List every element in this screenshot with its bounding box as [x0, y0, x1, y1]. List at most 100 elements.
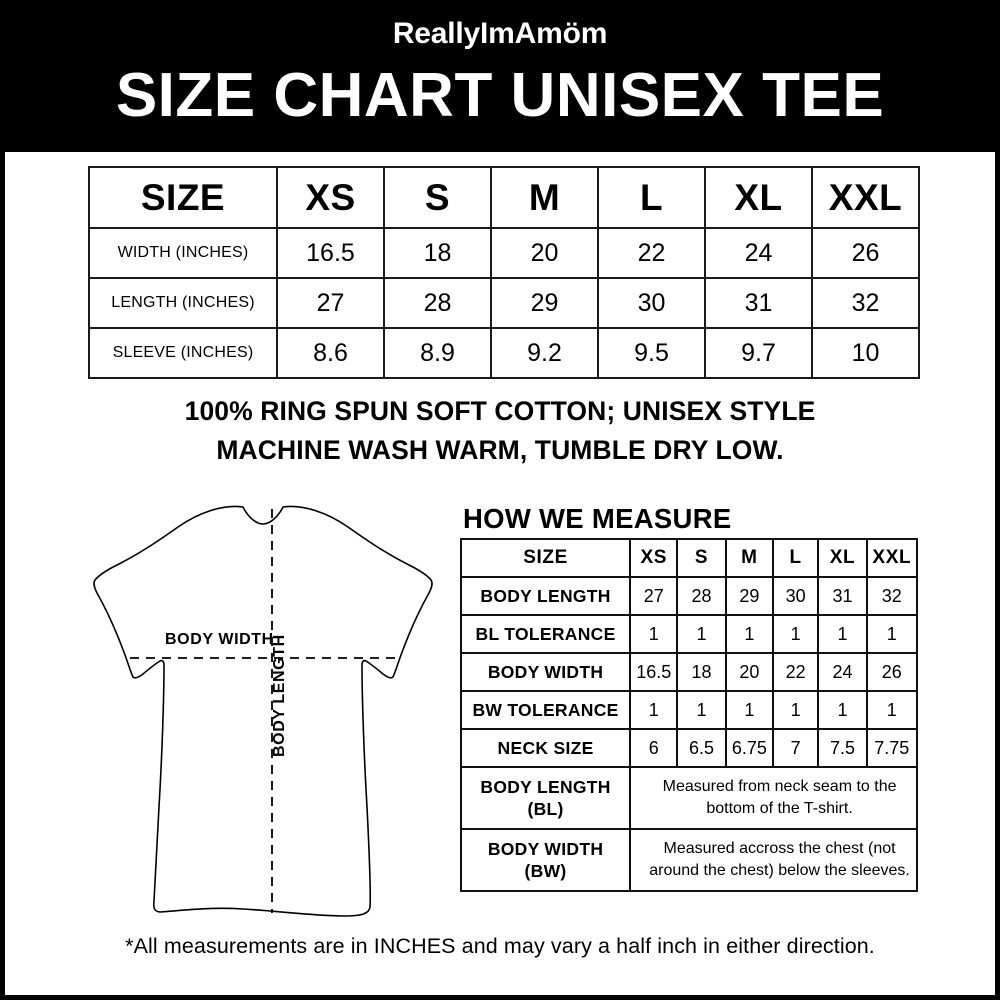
- hwm-bodywidth-l: 22: [772, 652, 820, 692]
- page-title: SIZE CHART UNISEX TEE: [115, 61, 885, 130]
- hwm-bwtol-m: 1: [724, 690, 775, 730]
- table-row: LENGTH (INCHES) 27 28 29 30 31 32: [88, 277, 920, 329]
- hwm-label-bl-tolerance: BL TOLERANCE: [459, 614, 632, 654]
- definition-desc-bw-line1: Measured accross the chest (not: [663, 840, 896, 857]
- hwm-neck-m: 6.75: [724, 728, 775, 768]
- hwm-bodywidth-xxl: 26: [865, 652, 919, 692]
- cell-length-s: 28: [383, 277, 492, 329]
- hwm-bodylength-s: 28: [676, 576, 727, 616]
- hwm-label-bw-tolerance: BW TOLERANCE: [459, 690, 632, 730]
- hwm-bltol-xxl: 1: [865, 614, 919, 654]
- hwm-bltol-xs: 1: [629, 614, 679, 654]
- cell-length-l: 30: [597, 277, 706, 329]
- cell-length-xl: 31: [704, 277, 813, 329]
- hwm-bwtol-xxl: 1: [865, 690, 919, 730]
- cell-sleeve-xxl: 10: [811, 327, 920, 379]
- definition-row-bw: BODY WIDTH (BW) Measured accross the che…: [459, 828, 918, 892]
- cell-width-xs: 16.5: [276, 227, 385, 279]
- hwm-col-xxl: XXL: [865, 538, 919, 578]
- hwm-neck-l: 7: [772, 728, 820, 768]
- cell-sleeve-m: 9.2: [490, 327, 599, 379]
- hwm-bodylength-xs: 27: [629, 576, 679, 616]
- size-table-col-xxl: XXL: [811, 166, 920, 229]
- hwm-label-neck-size: NECK SIZE: [459, 728, 632, 768]
- definition-desc-bw: Measured accross the chest (not around t…: [629, 828, 918, 892]
- hwm-label-body-length: BODY LENGTH: [459, 576, 632, 616]
- cell-width-xxl: 26: [811, 227, 920, 279]
- hwm-bodylength-l: 30: [772, 576, 820, 616]
- cell-sleeve-xl: 9.7: [704, 327, 813, 379]
- cell-width-m: 20: [490, 227, 599, 279]
- definition-term-bw-line1: BODY WIDTH: [487, 839, 604, 859]
- hwm-neck-xs: 6: [629, 728, 679, 768]
- how-we-measure-title: HOW WE MEASURE: [463, 503, 732, 534]
- content-area: SIZE XS S M L XL XXL WIDTH (INCHES) 16.5…: [5, 152, 995, 995]
- hwm-col-size: SIZE: [459, 538, 632, 578]
- hwm-col-m: M: [724, 538, 775, 578]
- definition-desc-bl: Measured from neck seam to the bottom of…: [629, 766, 918, 830]
- hwm-col-s: S: [676, 538, 727, 578]
- row-label-width: WIDTH (INCHES): [88, 227, 278, 279]
- tee-diagram: BODY WIDTH BODY LENGTH: [73, 497, 453, 937]
- definition-term-bw: BODY WIDTH (BW): [459, 828, 632, 892]
- definition-term-bl-line1: BODY LENGTH: [480, 777, 611, 797]
- hwm-neck-xxl: 7.75: [865, 728, 919, 768]
- table-row: BODY LENGTH 27 28 29 30 31 32: [459, 576, 919, 616]
- hwm-bltol-m: 1: [724, 614, 775, 654]
- size-table-col-size: SIZE: [88, 166, 278, 229]
- row-label-sleeve: SLEEVE (INCHES): [88, 327, 278, 379]
- table-row: SLEEVE (INCHES) 8.6 8.9 9.2 9.5 9.7 10: [88, 327, 920, 379]
- definition-desc-bw-line2: around the chest) below the sleeves.: [649, 862, 910, 879]
- hwm-col-xs: XS: [629, 538, 679, 578]
- definition-row-bl: BODY LENGTH (BL) Measured from neck seam…: [459, 766, 918, 830]
- size-table: SIZE XS S M L XL XXL WIDTH (INCHES) 16.5…: [88, 166, 920, 379]
- header-band: ReallyImAmöm SIZE CHART UNISEX TEE: [0, 0, 1000, 147]
- size-table-col-l: L: [597, 166, 706, 229]
- size-table-col-xl: XL: [704, 166, 813, 229]
- hwm-bwtol-s: 1: [676, 690, 727, 730]
- hwm-col-xl: XL: [817, 538, 868, 578]
- size-table-col-s: S: [383, 166, 492, 229]
- brand-name: ReallyImAmöm: [392, 17, 608, 50]
- care-line-1: 100% RING SPUN SOFT COTTON; UNISEX STYLE: [184, 396, 816, 426]
- row-label-length: LENGTH (INCHES): [88, 277, 278, 329]
- table-row: BODY WIDTH 16.5 18 20 22 24 26: [459, 652, 919, 692]
- table-row: BW TOLERANCE 1 1 1 1 1 1: [459, 690, 919, 730]
- cell-sleeve-xs: 8.6: [276, 327, 385, 379]
- cell-sleeve-s: 8.9: [383, 327, 492, 379]
- hwm-bodylength-m: 29: [724, 576, 775, 616]
- hwm-bltol-s: 1: [676, 614, 727, 654]
- hwm-neck-s: 6.5: [676, 728, 727, 768]
- hwm-col-l: L: [772, 538, 820, 578]
- hwm-bodywidth-s: 18: [676, 652, 727, 692]
- body-length-label: BODY LENGTH: [271, 634, 288, 757]
- definition-term-bl: BODY LENGTH (BL): [459, 766, 632, 830]
- hwm-bodylength-xxl: 32: [865, 576, 919, 616]
- cell-width-xl: 24: [704, 227, 813, 279]
- size-table-header-row: SIZE XS S M L XL XXL: [88, 166, 920, 229]
- hwm-bwtol-xs: 1: [629, 690, 679, 730]
- care-line-2: MACHINE WASH WARM, TUMBLE DRY LOW.: [216, 435, 784, 465]
- definition-term-bl-line2: (BL): [527, 799, 564, 819]
- hwm-bodywidth-xs: 16.5: [629, 652, 679, 692]
- tee-outline-svg: [93, 505, 433, 917]
- definition-term-bw-line2: (BW): [524, 861, 567, 881]
- size-table-col-xs: XS: [276, 166, 385, 229]
- hwm-bltol-l: 1: [772, 614, 820, 654]
- how-we-measure-table: SIZE XS S M L XL XXL BODY LENGTH 27 28 2…: [459, 538, 919, 892]
- hwm-bltol-xl: 1: [817, 614, 868, 654]
- care-instructions: 100% RING SPUN SOFT COTTON; UNISEX STYLE…: [5, 392, 995, 470]
- hwm-bodywidth-m: 20: [724, 652, 775, 692]
- definition-desc-bl-line1: Measured from neck seam to the: [662, 778, 897, 795]
- body-width-label: BODY WIDTH: [165, 631, 274, 648]
- size-table-col-m: M: [490, 166, 599, 229]
- definition-desc-bl-line2: bottom of the T-shirt.: [706, 800, 853, 817]
- cell-sleeve-l: 9.5: [597, 327, 706, 379]
- hwm-header-row: SIZE XS S M L XL XXL: [459, 538, 919, 578]
- hwm-bwtol-l: 1: [772, 690, 820, 730]
- cell-width-s: 18: [383, 227, 492, 279]
- footnote: *All measurements are in INCHES and may …: [125, 934, 875, 958]
- hwm-neck-xl: 7.5: [817, 728, 868, 768]
- cell-length-xs: 27: [276, 277, 385, 329]
- cell-length-m: 29: [490, 277, 599, 329]
